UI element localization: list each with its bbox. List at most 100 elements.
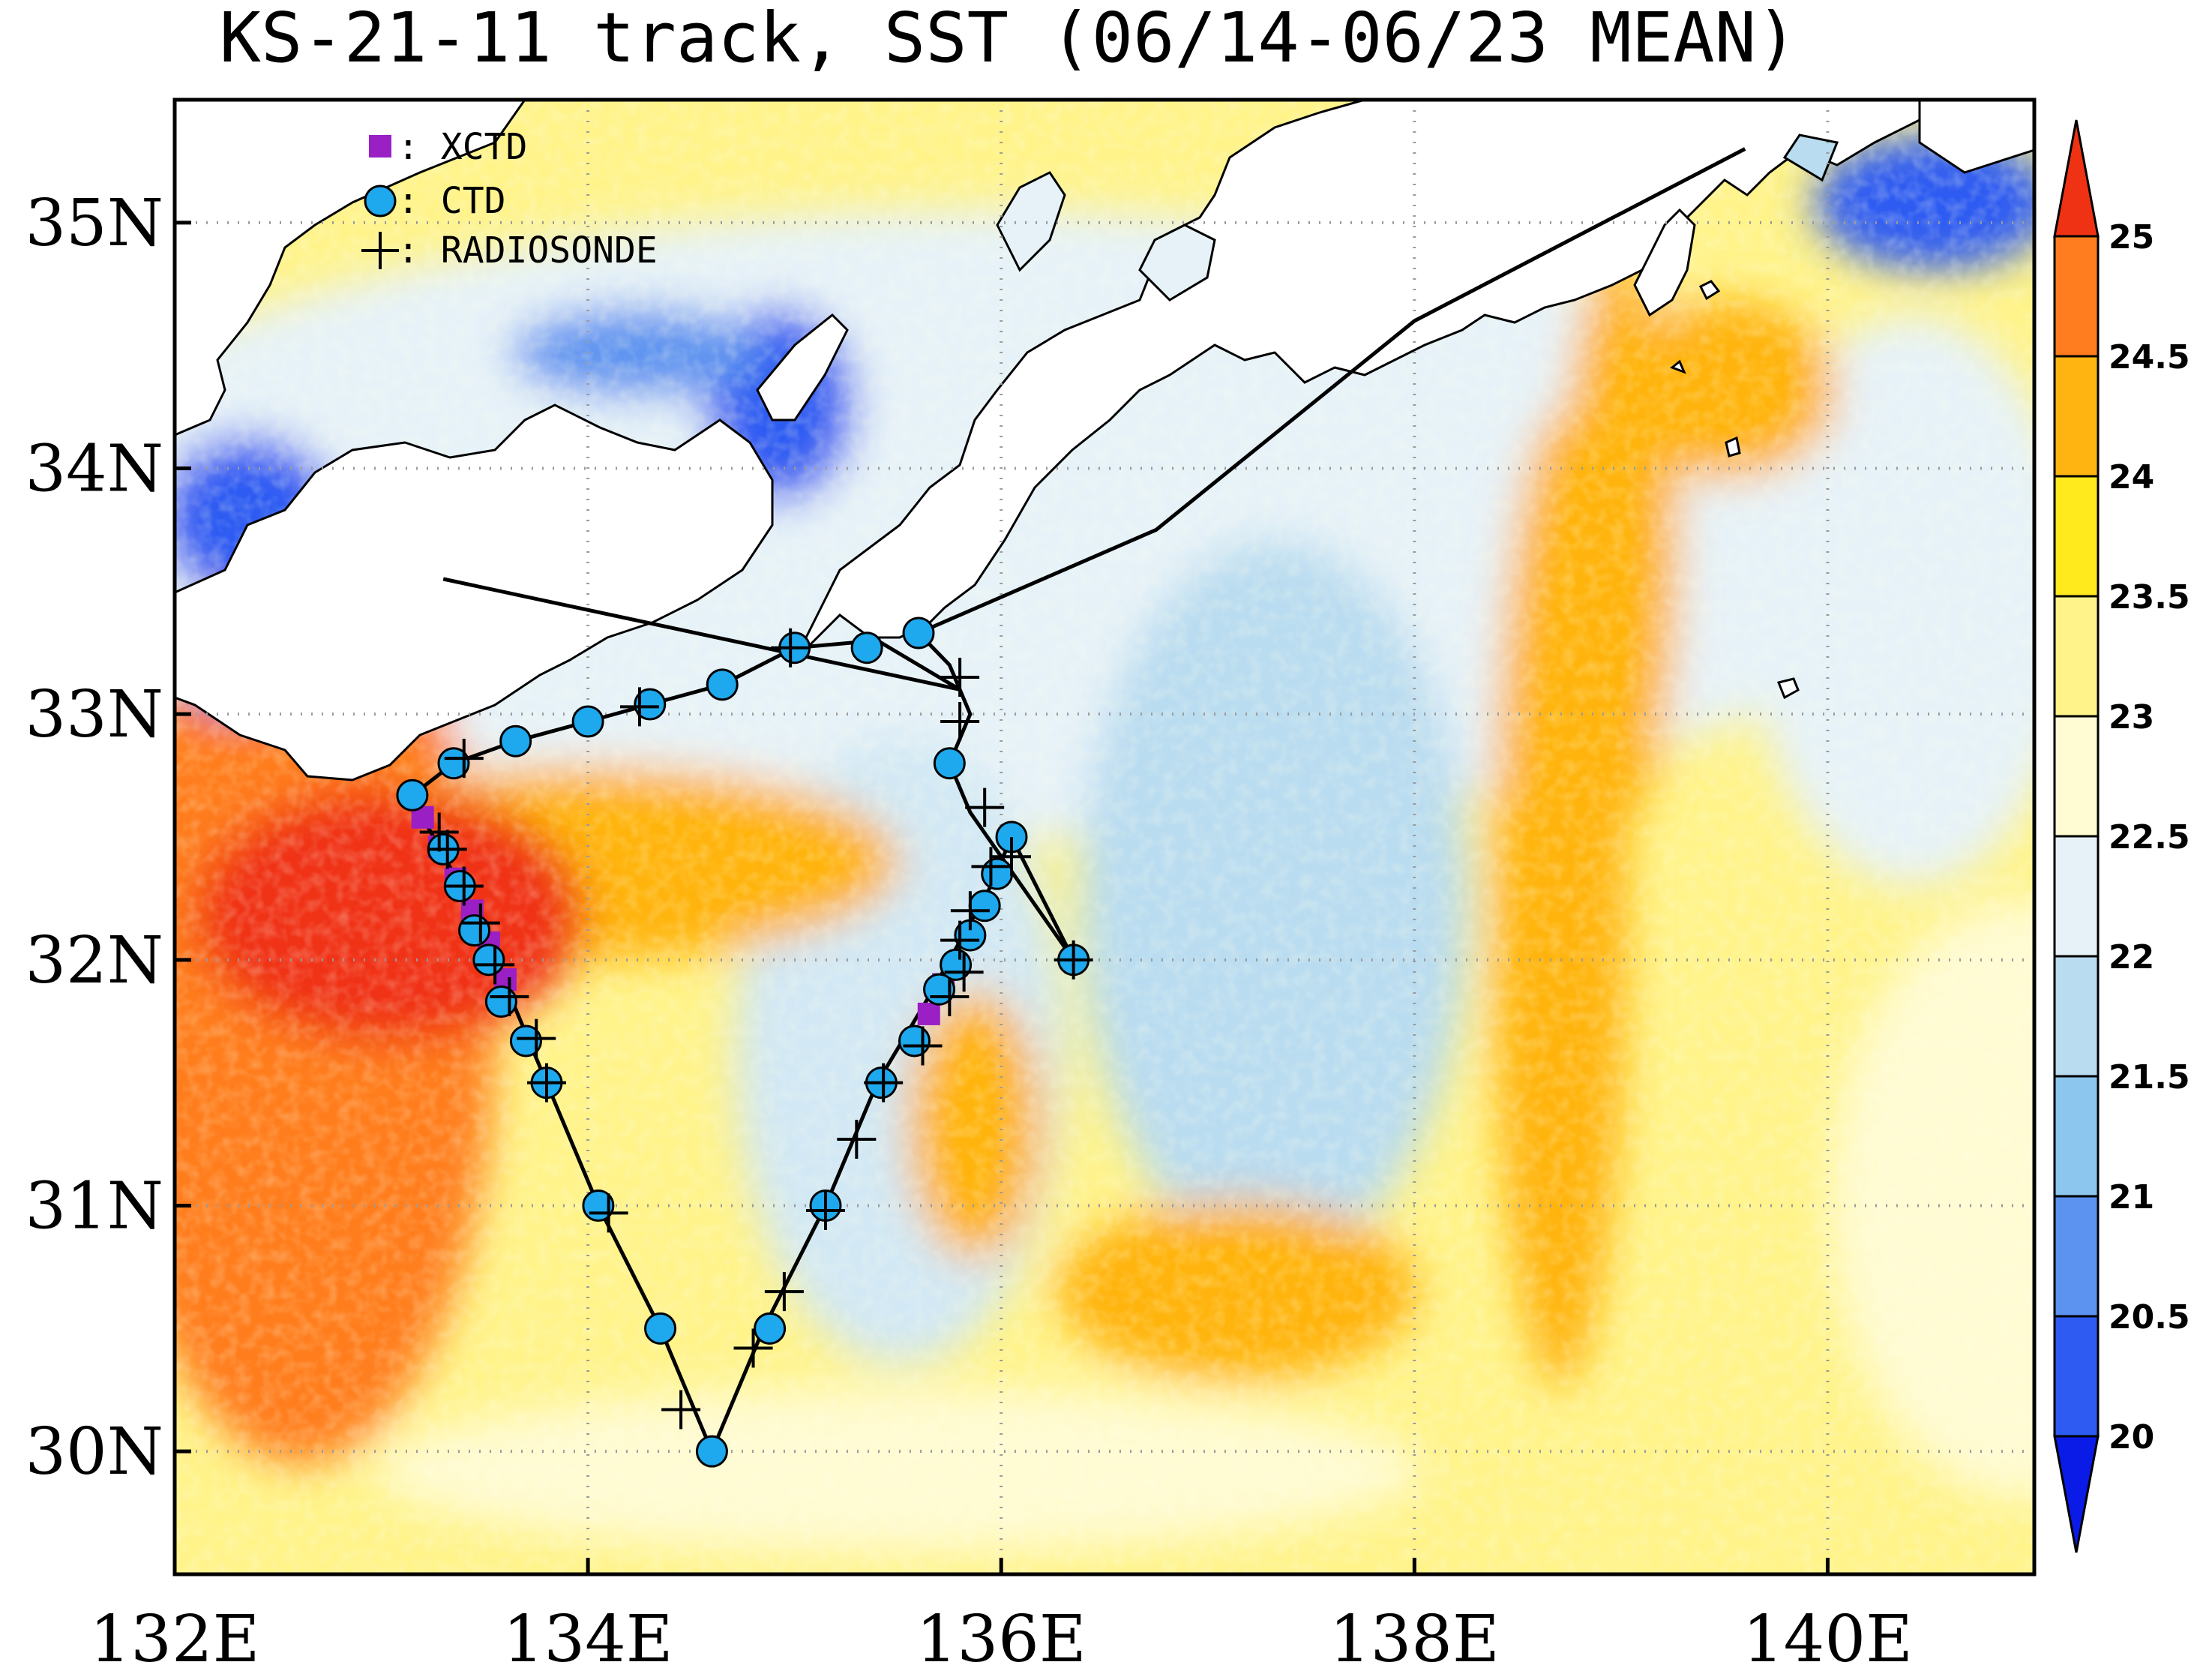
- legend-radiosonde-swatch: [361, 232, 399, 269]
- colorbar-bin: [2053, 955, 2100, 1078]
- plot-frame: [172, 98, 2037, 1576]
- osaka-bay: [996, 171, 1066, 272]
- radiosonde-launch-marker: [589, 1193, 628, 1233]
- radiosonde-launch-marker: [903, 1026, 943, 1066]
- radiosonde-launch-marker: [971, 847, 1011, 886]
- land-mask: [175, 100, 2034, 782]
- x-tick-label: 140E: [1743, 1602, 1913, 1668]
- radiosonde-launch-marker: [930, 976, 970, 1016]
- y-tick-label: 31N: [25, 1169, 163, 1244]
- axes: 132E 134E 136E 138E 140E 30N 31N 32N 33N 34N 35N: [25, 186, 1913, 1668]
- radiosonde-launch-marker: [965, 788, 1005, 827]
- colorbar-tick-label: 20.5: [2109, 1298, 2190, 1336]
- colorbar-tick-label: 21: [2109, 1178, 2154, 1216]
- radiosonde-launch-marker: [940, 658, 980, 698]
- colorbar: 20 20.5 21 21.5 22 22.5 23 23.5 24 24.5 25: [2053, 119, 2190, 1553]
- radiosonde-launch-marker: [940, 920, 980, 960]
- ctd-station-marker: [484, 986, 517, 1018]
- izu-islet-4: [1776, 677, 1800, 700]
- colorbar-tick-label: 23: [2109, 698, 2154, 736]
- radiosonde-launch-marker: [733, 1328, 773, 1368]
- y-tick-label: 32N: [25, 923, 163, 998]
- xctd-station-marker: [917, 1002, 940, 1025]
- colorbar-bin: [2053, 595, 2100, 718]
- ctd-station-marker: [968, 890, 1001, 922]
- legend-ctd-label: : CTD: [397, 180, 506, 222]
- y-tick-label: 35N: [25, 186, 163, 261]
- ctd-station-marker: [571, 705, 604, 738]
- ctd-station-marker: [634, 688, 667, 721]
- radiosonde-launch-marker: [940, 701, 980, 741]
- radiosonde-launch-marker: [806, 1191, 845, 1231]
- izu-islet-1: [1698, 280, 1721, 301]
- legend-radiosonde-label: : RADIOSONDE: [397, 230, 658, 272]
- radiosonde-launch-marker: [517, 1018, 556, 1058]
- ctd-station-marker: [499, 724, 532, 758]
- colorbar-tick-label: 20: [2109, 1418, 2154, 1456]
- legend-xctd-swatch: [369, 135, 391, 158]
- radiosonde-launch-marker: [444, 866, 484, 906]
- figure-title: KS-21-11 track, SST (06/14-06/23 MEAN): [220, 0, 1798, 78]
- ctd-station-marker: [981, 857, 1014, 890]
- izu-peninsula: [1633, 208, 1696, 317]
- radiosonde-launch-marker: [864, 1063, 904, 1102]
- x-tick-label: 132E: [90, 1602, 260, 1668]
- colorbar-tick-label: 25: [2109, 218, 2154, 256]
- colorbar-tick-label: 22: [2109, 938, 2154, 976]
- colorbar-bin: [2053, 715, 2100, 838]
- y-tick-label: 34N: [25, 432, 163, 507]
- ctd-station-marker: [472, 944, 505, 976]
- colorbar-bin: [2053, 1195, 2100, 1318]
- ship-track: [396, 147, 1746, 1468]
- colorbar-min-triangle: [2053, 1435, 2100, 1553]
- ctd-station-marker: [850, 632, 883, 664]
- radiosonde-launch-marker: [950, 891, 990, 931]
- radiosonde-launch-marker: [764, 1272, 804, 1312]
- radiosonde-launch-marker: [475, 945, 515, 985]
- ctd-station-marker: [706, 668, 739, 701]
- radiosonde-launch-marker: [490, 976, 529, 1016]
- ctd-station-marker: [437, 747, 470, 780]
- colorbar-bin: [2053, 355, 2100, 478]
- colorbar-tick-label: 24.5: [2109, 338, 2190, 376]
- ctd-station-marker: [933, 747, 966, 780]
- colorbar-tick-label: 24: [2109, 458, 2154, 496]
- awaji-island: [756, 313, 849, 422]
- ctd-station-marker: [458, 914, 491, 947]
- radiosonde-launch-marker: [837, 1120, 877, 1160]
- gridlines: [175, 100, 2034, 1574]
- legend-ctd-swatch: [364, 184, 397, 218]
- radiosonde-launch-marker: [661, 1390, 701, 1430]
- radiosonde-launch-marker: [992, 837, 1031, 877]
- ctd-station-marker: [396, 778, 429, 812]
- ctd-station-marker: [509, 1024, 542, 1058]
- colorbar-tick-label: 23.5: [2109, 578, 2190, 616]
- radiosonde-launch-marker: [419, 812, 459, 852]
- colorbar-bin: [2053, 235, 2100, 358]
- radiosonde-launch-marker: [1054, 940, 1093, 980]
- legend-xctd-label: : XCTD: [397, 126, 527, 168]
- colorbar-tick-label: 22.5: [2109, 818, 2190, 856]
- radiosonde-launch-marker: [527, 1063, 566, 1102]
- colorbar-bin: [2053, 475, 2100, 598]
- shikoku-kyushu-land: [175, 100, 526, 436]
- ctd-station-marker: [902, 616, 935, 650]
- radiosonde-launch-marker: [427, 830, 467, 869]
- map-plot-area: [175, 100, 2034, 1574]
- izu-islet-3: [1725, 436, 1741, 458]
- boso-area: [1918, 100, 2034, 174]
- radiosonde-launch-marker: [771, 628, 811, 668]
- y-tick-label: 30N: [25, 1414, 163, 1490]
- sagami-bay: [1782, 134, 1839, 182]
- colorbar-bin: [2053, 835, 2100, 958]
- radiosonde-launch-marker: [944, 952, 984, 992]
- izu-islet-2: [1670, 359, 1686, 374]
- x-tick-label: 138E: [1329, 1602, 1500, 1668]
- legend: : XCTD : CTD : RADIOSONDE: [361, 126, 658, 272]
- radiosonde-launch-marker: [460, 903, 500, 943]
- kii-peninsula: [793, 100, 2034, 662]
- ctd-station-marker: [754, 1312, 787, 1345]
- y-tick-label: 33N: [25, 677, 163, 752]
- ise-bay: [1138, 224, 1216, 302]
